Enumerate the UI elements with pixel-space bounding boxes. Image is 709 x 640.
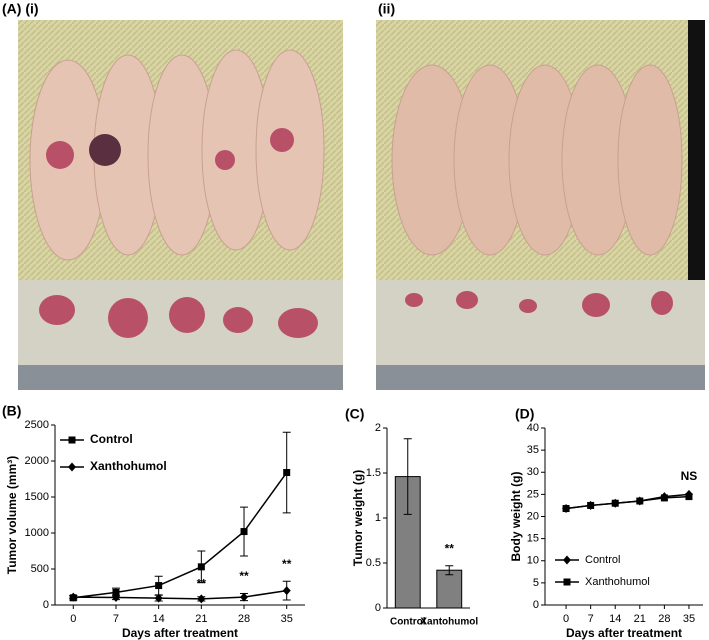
y-tick-label: 1000 [25, 527, 49, 539]
panel-label: (ii) [378, 1, 395, 17]
x-tick-label: 14 [153, 613, 165, 625]
y-tick-label: 2 [375, 422, 381, 434]
x-tick-label: 28 [658, 613, 670, 625]
line [73, 472, 288, 599]
y-axis-label: Body weight (g) [509, 472, 523, 562]
annotation: ** [445, 542, 455, 556]
legend-label: Xanthohumol [90, 459, 167, 473]
x-axis-label: Days after treatment [122, 626, 238, 640]
y-tick-label: 10 [527, 555, 539, 567]
axis [54, 425, 305, 606]
panel-label: (A) (i) [2, 1, 39, 17]
x-tick-label: 7 [113, 613, 119, 625]
error-bar [445, 565, 454, 576]
marker [112, 588, 120, 596]
x-tick-label: 0 [70, 613, 76, 625]
x-tick-label: 7 [588, 613, 594, 625]
x-tick-label: 21 [195, 613, 207, 625]
marker [611, 499, 619, 507]
y-tick-label: 0 [533, 599, 539, 611]
error-bar [403, 438, 412, 515]
y-tick-label: 0 [375, 602, 381, 614]
marker [587, 501, 595, 509]
marker [197, 594, 206, 604]
bar [436, 569, 463, 609]
panel-label: (C) [345, 406, 364, 422]
annotation: NS [681, 469, 698, 483]
marker [154, 593, 163, 603]
x-tick-label: 35 [281, 613, 293, 625]
marker [282, 586, 291, 596]
x-tick-label: 35 [683, 613, 695, 625]
y-axis-label: Tumor volume (mm³) [5, 456, 19, 574]
photo-i [18, 20, 343, 390]
marker [563, 578, 571, 586]
legend-label: Xanthohumol [585, 576, 650, 588]
marker [636, 497, 644, 505]
marker [69, 592, 78, 602]
y-tick-label: 1500 [25, 491, 49, 503]
y-tick-label: 0 [43, 599, 49, 611]
y-axis-label: Tumor weight (g) [351, 470, 365, 566]
panel-label: (D) [515, 406, 534, 422]
x-tick-label: 0 [563, 613, 569, 625]
marker [685, 493, 693, 501]
line [565, 495, 689, 510]
legend-label: Control [585, 554, 620, 566]
x-tick-label: 28 [238, 613, 250, 625]
marker [240, 528, 248, 536]
y-tick-label: 5 [533, 577, 539, 589]
line [73, 589, 287, 600]
y-tick-label: 35 [527, 444, 539, 456]
x-tick-label: Xantohumol [420, 617, 478, 628]
y-tick-label: 500 [31, 563, 49, 575]
y-tick-label: 20 [527, 510, 539, 522]
x-axis-label: Days after treatment [566, 626, 682, 640]
y-tick-label: 25 [527, 488, 539, 500]
y-tick-label: 0.5 [366, 557, 381, 569]
annotation: ** [197, 576, 207, 590]
y-tick-label: 1 [375, 512, 381, 524]
marker [68, 436, 76, 444]
photo-ii [376, 20, 705, 390]
y-tick-label: 40 [527, 422, 539, 434]
marker [111, 592, 120, 602]
y-tick-label: 2000 [25, 455, 49, 467]
annotation: ** [239, 569, 249, 583]
x-tick-label: 14 [609, 613, 621, 625]
x-tick-label: 21 [634, 613, 646, 625]
marker [563, 555, 571, 565]
y-tick-label: 2500 [25, 419, 49, 431]
x-tick-label: Control [390, 617, 426, 628]
marker [240, 592, 249, 602]
marker [283, 469, 291, 477]
marker [562, 505, 570, 513]
y-tick-label: 30 [527, 466, 539, 478]
marker [68, 462, 76, 472]
legend-label: Control [90, 432, 133, 446]
panel-label: (B) [2, 403, 21, 419]
marker [660, 494, 668, 502]
annotation: ** [282, 557, 292, 571]
marker [155, 582, 163, 590]
y-tick-label: 15 [527, 533, 539, 545]
marker [197, 563, 205, 571]
y-tick-label: 1.5 [366, 467, 381, 479]
